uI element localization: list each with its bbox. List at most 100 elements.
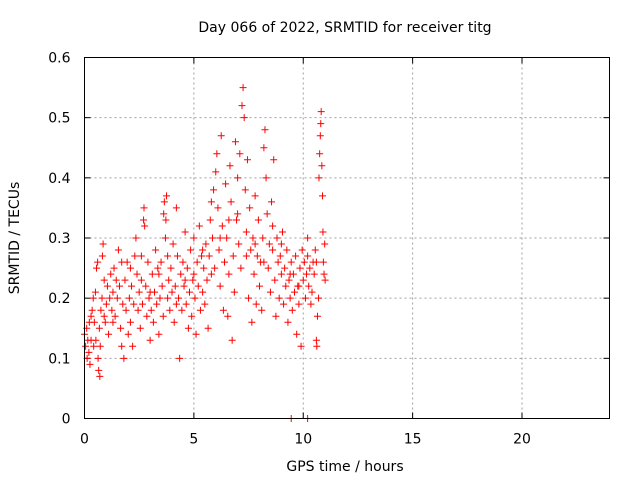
data-point	[208, 234, 216, 242]
data-point	[154, 264, 162, 272]
data-point	[274, 258, 282, 266]
data-point	[264, 264, 272, 272]
data-point	[261, 126, 269, 134]
data-point	[96, 372, 104, 380]
data-point	[277, 240, 285, 248]
data-point	[246, 204, 254, 212]
data-point	[189, 276, 197, 284]
data-point	[94, 258, 102, 266]
data-point	[228, 336, 236, 344]
data-point	[225, 270, 233, 278]
data-point	[215, 246, 223, 254]
data-point	[129, 342, 137, 350]
data-point	[240, 114, 248, 122]
data-point	[216, 282, 224, 290]
data-point	[200, 264, 208, 272]
data-point	[99, 240, 107, 248]
data-point	[203, 276, 211, 284]
tick-labels: 0 0.1 0.2 0.3 0.4 0.5 0.6 0 5 10 15 20	[48, 51, 531, 448]
data-point	[175, 294, 183, 302]
data-point	[227, 198, 235, 206]
data-point	[136, 324, 144, 332]
data-point	[216, 234, 224, 242]
data-point	[217, 132, 225, 140]
data-point	[205, 252, 213, 260]
data-point	[171, 282, 179, 290]
data-point	[169, 240, 177, 248]
data-point	[319, 258, 327, 266]
data-point	[296, 264, 304, 272]
data-point	[107, 270, 115, 278]
data-point	[283, 246, 291, 254]
data-point	[190, 234, 198, 242]
data-point	[251, 240, 259, 248]
data-point	[271, 276, 279, 284]
data-point	[153, 300, 161, 308]
data-point	[132, 234, 140, 242]
data-point	[92, 336, 100, 344]
data-point	[109, 318, 117, 326]
data-point	[311, 246, 319, 254]
data-point	[292, 252, 300, 260]
x-tick-label: 20	[513, 432, 531, 448]
data-point	[266, 288, 274, 296]
data-point	[242, 252, 250, 260]
data-point	[304, 234, 312, 242]
data-point	[118, 342, 126, 350]
data-point	[158, 282, 166, 290]
data-point	[254, 216, 262, 224]
data-point	[157, 258, 165, 266]
data-point	[318, 162, 326, 170]
data-point	[201, 300, 209, 308]
data-point	[304, 252, 312, 260]
y-tick-label: 0	[62, 412, 71, 428]
x-axis-label: GPS time / hours	[286, 459, 403, 475]
data-point	[282, 282, 290, 290]
data-point	[207, 198, 215, 206]
data-point	[263, 210, 271, 218]
data-point	[303, 270, 311, 278]
data-point	[245, 294, 253, 302]
data-point	[142, 282, 150, 290]
data-point	[321, 276, 329, 284]
data-point	[166, 306, 174, 314]
data-point	[90, 318, 98, 326]
data-point	[126, 318, 134, 326]
data-point	[120, 354, 128, 362]
data-point	[214, 204, 222, 212]
data-point	[86, 360, 94, 368]
data-point	[187, 246, 195, 254]
data-point	[118, 258, 126, 266]
data-point	[238, 102, 246, 110]
data-point	[134, 306, 142, 314]
data-point	[176, 354, 184, 362]
data-point	[111, 312, 119, 320]
data-point	[199, 288, 207, 296]
data-point	[272, 312, 280, 320]
data-point	[85, 348, 93, 356]
data-point	[165, 276, 173, 284]
data-point	[90, 342, 98, 350]
data-point	[312, 336, 320, 344]
x-tick-label: 10	[294, 432, 312, 448]
data-point	[124, 330, 132, 338]
data-point	[149, 318, 157, 326]
data-point	[230, 288, 238, 296]
data-point	[117, 324, 125, 332]
data-point	[202, 240, 210, 248]
y-axis-label: SRMTID / TECUs	[7, 182, 23, 295]
data-point	[96, 342, 104, 350]
data-point	[122, 306, 130, 314]
data-point	[190, 270, 198, 278]
data-point	[162, 216, 170, 224]
data-point	[188, 312, 196, 320]
data-point	[105, 330, 113, 338]
data-point	[222, 180, 230, 188]
data-point	[119, 300, 127, 308]
data-point	[95, 366, 103, 374]
data-point	[284, 318, 292, 326]
data-point	[262, 174, 270, 182]
data-point	[313, 312, 321, 320]
data-point	[91, 288, 99, 296]
data-point	[164, 252, 172, 260]
